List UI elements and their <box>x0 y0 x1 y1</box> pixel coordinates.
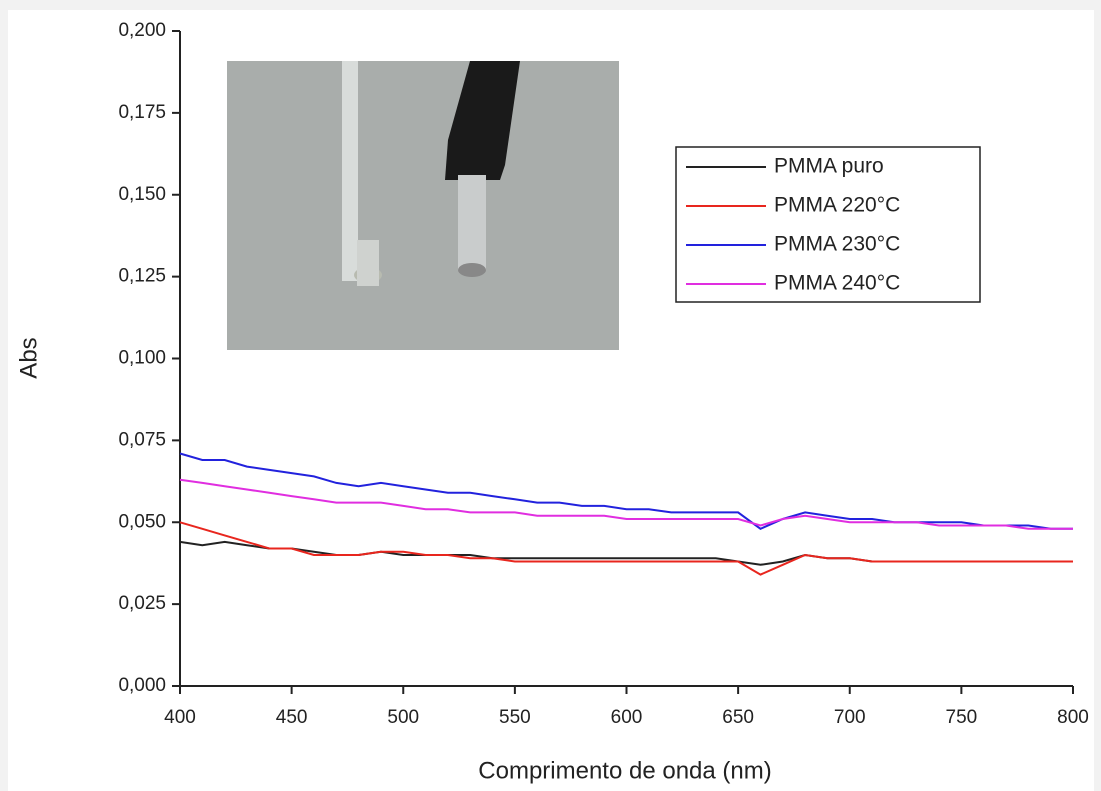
legend-label: PMMA 230°C <box>774 233 900 256</box>
x-tick-label: 500 <box>387 707 419 728</box>
y-tick-label: 0,100 <box>118 348 166 369</box>
x-tick-label: 700 <box>834 707 866 728</box>
y-tick-label: 0,175 <box>118 102 166 123</box>
x-tick-label: 550 <box>499 707 531 728</box>
x-tick-label: 800 <box>1057 707 1089 728</box>
series-line <box>179 478 1073 530</box>
y-tick-label: 0,200 <box>118 20 166 41</box>
y-tick-label: 0,050 <box>118 511 166 532</box>
x-tick-label: 450 <box>276 707 308 728</box>
x-tick-label: 750 <box>946 707 978 728</box>
x-tick-label: 400 <box>164 707 196 728</box>
y-tick-label: 0,000 <box>118 675 166 696</box>
y-tick-label: 0,150 <box>118 184 166 205</box>
series-line <box>179 452 1073 530</box>
y-tick-label: 0,025 <box>118 593 166 614</box>
legend-label: PMMA 240°C <box>774 272 900 295</box>
series-line <box>179 521 1073 576</box>
y-tick-label: 0,075 <box>118 429 166 450</box>
x-tick-label: 650 <box>722 707 754 728</box>
inset-photo <box>227 61 619 350</box>
legend-label: PMMA puro <box>774 155 884 178</box>
legend-label: PMMA 220°C <box>774 194 900 217</box>
x-tick-label: 600 <box>611 707 643 728</box>
x-axis-title: Comprimento de onda (nm) <box>478 757 771 784</box>
legend: PMMA puro PMMA 220°C PMMA 230°C PMMA 240°C <box>675 146 981 303</box>
y-tick-label: 0,125 <box>118 266 166 287</box>
y-axis-title: Abs <box>15 337 42 378</box>
